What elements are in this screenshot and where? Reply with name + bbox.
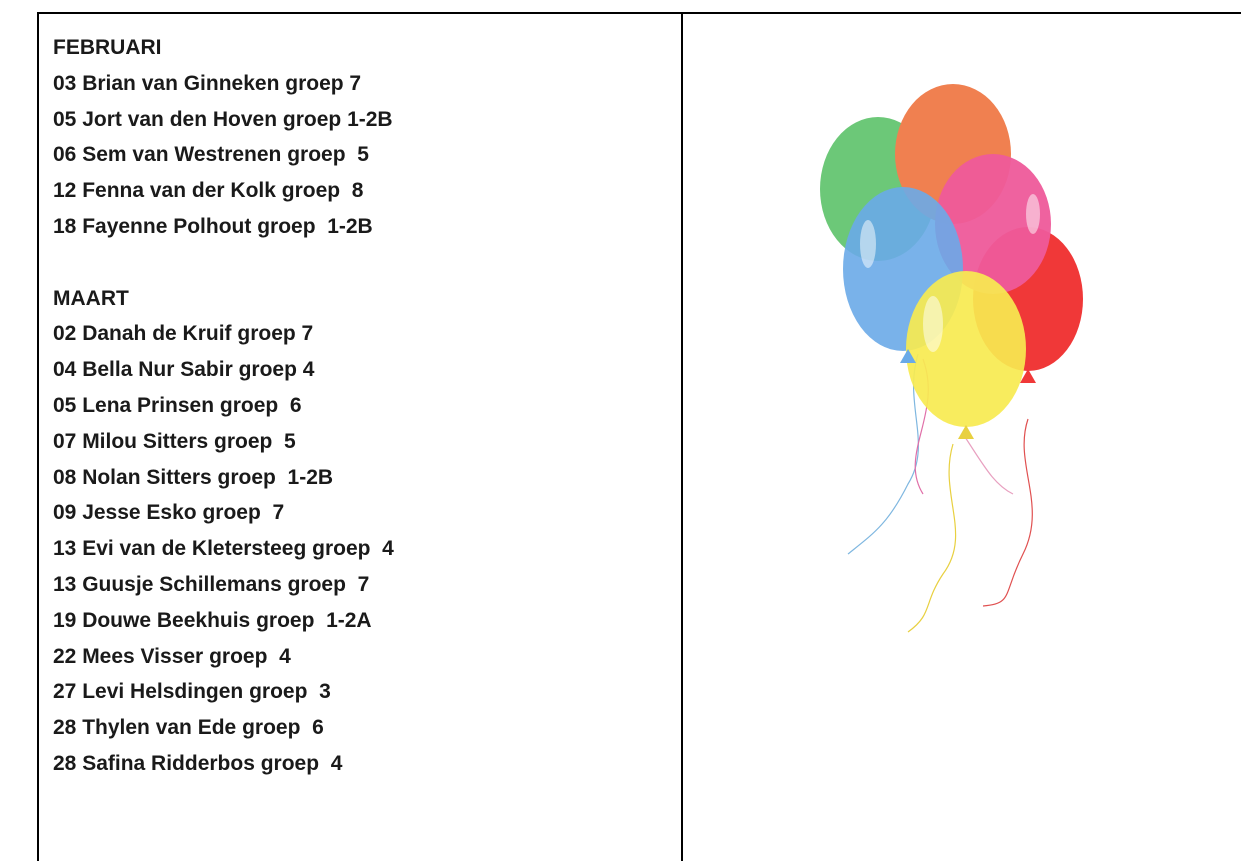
balloons-image — [683, 14, 1241, 860]
birthday-entry: 07 Milou Sitters groep 5 — [53, 424, 673, 460]
birthday-entry: 04 Bella Nur Sabir groep 4 — [53, 352, 673, 388]
birthday-entry: 05 Lena Prinsen groep 6 — [53, 388, 673, 424]
birthday-entry: 03 Brian van Ginneken groep 7 — [53, 66, 673, 102]
birthday-entry: 18 Fayenne Polhout groep 1-2B — [53, 209, 673, 245]
birthday-entry: 19 Douwe Beekhuis groep 1-2A — [53, 603, 673, 639]
birthday-entry: 22 Mees Visser groep 4 — [53, 639, 673, 675]
birthday-entry: 05 Jort van den Hoven groep 1-2B — [53, 102, 673, 138]
birthday-entry: 13 Evi van de Kletersteeg groep 4 — [53, 531, 673, 567]
birthday-entry: 13 Guusje Schillemans groep 7 — [53, 567, 673, 603]
birthday-entry: 08 Nolan Sitters groep 1-2B — [53, 460, 673, 496]
birthday-entry: 09 Jesse Esko groep 7 — [53, 495, 673, 531]
month-title: MAART — [53, 281, 673, 317]
birthday-entry: 28 Thylen van Ede groep 6 — [53, 710, 673, 746]
birthday-entry: 28 Safina Ridderbos groep 4 — [53, 746, 673, 782]
month-title: FEBRUARI — [53, 30, 673, 66]
birthday-entry: 12 Fenna van der Kolk groep 8 — [53, 173, 673, 209]
birthday-entry: 27 Levi Helsdingen groep 3 — [53, 674, 673, 710]
birthday-entry: 06 Sem van Westrenen groep 5 — [53, 137, 673, 173]
birthday-entry: 02 Danah de Kruif groep 7 — [53, 316, 673, 352]
